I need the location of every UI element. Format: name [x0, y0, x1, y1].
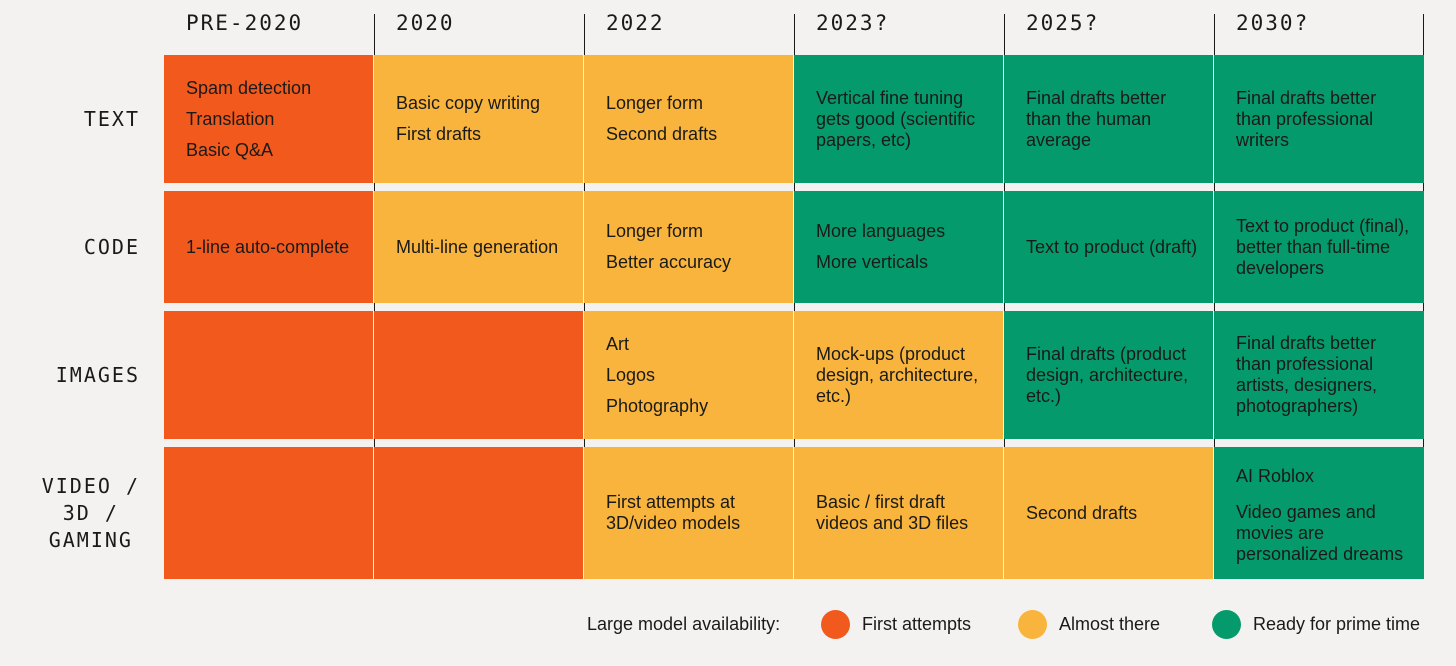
cell-text-line: personalized dreams — [1236, 544, 1404, 564]
cell-text-line: Photography — [606, 395, 709, 416]
timeline-cell: Longer form Better accuracy — [584, 191, 793, 303]
row-label-line: VIDEO / — [41, 473, 140, 498]
timeline-cell: Final drafts better than professional arti… — [1214, 311, 1424, 439]
cell-text-line: design, architecture, — [816, 364, 979, 385]
timeline-cell: Basic copy writing First drafts — [374, 55, 583, 183]
cell-text-line: 3D/video models — [606, 513, 741, 533]
cell-text-line: developers — [1236, 257, 1325, 278]
cell-text-line: etc.) — [1026, 385, 1062, 406]
cell-text-line: Longer form — [606, 93, 704, 113]
cell-text-line: better than full-time — [1236, 236, 1391, 257]
cell-text-line: Text to product (final), — [1236, 215, 1410, 236]
legend-title: Large model availability: — [587, 614, 781, 634]
legend-label-almost-there: Almost there — [1059, 614, 1161, 634]
cell-text-line: papers, etc) — [816, 129, 912, 150]
timeline-cell: Mock-ups (product design, architecture, et… — [794, 311, 1003, 439]
cell-text-line: Vertical fine tuning — [816, 87, 964, 108]
timeline-cell: Basic / first draft videos and 3D files — [794, 447, 1003, 579]
cell-text-line: design, architecture, — [1026, 364, 1189, 385]
cell-text-line: Basic copy writing — [396, 93, 541, 113]
cell-text-line: average — [1026, 129, 1092, 150]
timeline-cell: First attempts at 3D/video models — [584, 447, 793, 579]
timeline-cell: Vertical fine tuning gets good (scientifi… — [794, 55, 1003, 183]
cell-text-line: writers — [1236, 129, 1289, 150]
cell-text-line: Spam detection — [186, 77, 312, 98]
column-header: 2020 — [396, 11, 455, 35]
timeline-cell — [164, 447, 373, 579]
cell-text-line: Text to product (draft) — [1026, 236, 1198, 257]
timeline-cell: 1-line auto-complete — [164, 191, 373, 303]
cell-text-line: Translation — [186, 108, 275, 129]
cell-text-line: First attempts at — [606, 492, 736, 512]
cell-text-line: Video games and — [1236, 502, 1376, 522]
cell-text-line: movies are — [1236, 523, 1325, 543]
cell-text-line: Final drafts better — [1026, 87, 1167, 108]
row-label: IMAGES — [0, 311, 140, 439]
row-label-line: TEXT — [83, 106, 140, 131]
cell-text-line: Final drafts (product — [1026, 343, 1187, 364]
timeline-cell: Text to product (final), better than full… — [1214, 191, 1424, 303]
timeline-cell: Final drafts better than professional writ… — [1214, 55, 1424, 183]
timeline-cell: Multi-line generation — [374, 191, 583, 303]
row-label-line: 3D / — [62, 500, 119, 525]
cell-text-line: than professional — [1236, 108, 1374, 129]
column-header: PRE-2020 — [186, 11, 304, 35]
legend-label-ready: Ready for prime time — [1253, 614, 1421, 634]
cell-text-line: Art — [606, 333, 630, 354]
row-label-line: IMAGES — [55, 362, 140, 387]
cell-text-line: Better accuracy — [606, 252, 732, 272]
cell-text-line: AI Roblox — [1236, 466, 1315, 486]
timeline-cell: Text to product (draft) — [1004, 191, 1213, 303]
cell-text-line: videos and 3D files — [816, 513, 969, 533]
cell-text-line: More verticals — [816, 252, 929, 272]
timeline-cell: Final drafts (product design, architectur… — [1004, 311, 1213, 439]
timeline-cell: More languages More verticals — [794, 191, 1003, 303]
timeline-cell: Final drafts better than the human average — [1004, 55, 1213, 183]
cell-text-line: Logos — [606, 364, 656, 385]
timeline-cell: Longer form Second drafts — [584, 55, 793, 183]
legend-swatch-orange — [821, 610, 850, 639]
timeline-cell: AI Roblox Video games and movies are person… — [1214, 447, 1424, 579]
cell-text-line: 1-line auto-complete — [186, 236, 350, 257]
timeline-cell — [374, 447, 583, 579]
cell-text-line: than professional — [1236, 354, 1374, 374]
timeline-cell: Second drafts — [1004, 447, 1213, 579]
cell-text-line: Longer form — [606, 221, 704, 241]
row-label-line: GAMING — [48, 527, 133, 552]
legend: Large model availability: First attempts… — [0, 605, 1456, 643]
legend-swatch-green — [1212, 610, 1241, 639]
column-header: 2030? — [1236, 11, 1310, 35]
row-label: CODE — [0, 191, 140, 303]
timeline-cell — [374, 311, 583, 439]
cell-text-line: than the human — [1026, 108, 1152, 129]
timeline-cell: Spam detection Translation Basic Q&A — [164, 55, 373, 183]
cell-text-line: Second drafts — [1026, 502, 1138, 523]
cell-text-line: More languages — [816, 221, 946, 241]
row-label: TEXT — [0, 55, 140, 183]
cell-text-line: etc.) — [816, 385, 852, 406]
column-header: 2022 — [606, 11, 665, 35]
cell-text-line: photographers) — [1236, 396, 1359, 416]
cell-text-line: First drafts — [396, 124, 482, 144]
row-label: VIDEO /3D / GAMING — [0, 447, 140, 579]
cell-text-line: Multi-line generation — [396, 236, 559, 257]
cell-text-line: Second drafts — [606, 124, 718, 144]
cell-text-line: Final drafts better — [1236, 87, 1377, 108]
cell-text-line: gets good (scientific — [816, 108, 976, 129]
legend-swatch-yellow — [1018, 610, 1047, 639]
cell-text-line: Basic Q&A — [186, 139, 274, 160]
cell-text-line: Basic / first draft — [816, 492, 946, 512]
row-label-line: CODE — [83, 234, 140, 259]
column-header: 2025? — [1026, 11, 1100, 35]
cell-text-line: Mock-ups (product — [816, 343, 966, 364]
timeline-cell — [164, 311, 373, 439]
cell-text-line: artists, designers, — [1236, 375, 1378, 395]
timeline-cell: Art Logos Photography — [584, 311, 793, 439]
legend-label-first-attempts: First attempts — [862, 614, 972, 634]
cell-text-line: Final drafts better — [1236, 333, 1377, 353]
column-header: 2023? — [816, 11, 890, 35]
